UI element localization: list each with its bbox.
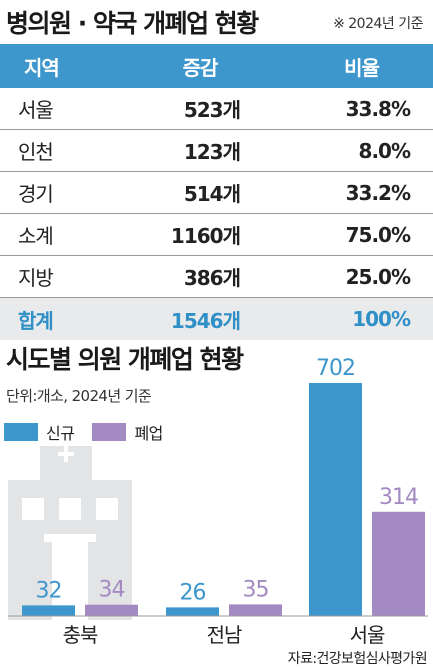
bar-closed-0 — [85, 604, 138, 616]
category-label-2: 서울 — [350, 623, 385, 647]
total-change: 1546개 — [170, 308, 241, 333]
summary-table: 지역 증감 비율 서울 523개 33.8% 인천 123개 8.0% 경기 5… — [0, 44, 433, 340]
col-change: 증감 — [182, 55, 219, 80]
col-region: 지역 — [24, 55, 60, 80]
row-ratio: 8.0% — [358, 138, 411, 163]
total-ratio: 100% — [352, 307, 411, 331]
bar-closed-2 — [372, 511, 425, 616]
row-ratio: 75.0% — [345, 222, 411, 247]
table-row: 지방 386개 25.0% — [0, 256, 433, 298]
category-label-0: 충북 — [63, 623, 98, 647]
bar-new-0 — [22, 605, 75, 616]
bar-closed-1 — [229, 604, 282, 616]
row-change: 523개 — [183, 98, 241, 122]
chart-title: 시도별 의원 개폐업 현황 — [6, 345, 244, 374]
data-label-new-0: 32 — [36, 578, 62, 603]
chart-subtitle: 단위:개소, 2024년 기준 — [6, 387, 152, 405]
source-note: 자료:건강보험심사평가원 — [287, 651, 428, 667]
legend-swatch-new — [4, 423, 38, 441]
row-region: 소계 — [18, 224, 54, 248]
row-ratio: 25.0% — [345, 264, 411, 289]
table-row: 경기 514개 33.2% — [0, 172, 433, 214]
table-row: 인천 123개 8.0% — [0, 130, 433, 172]
legend-item-new: 신규 — [4, 420, 75, 444]
total-region: 합계 — [18, 308, 54, 333]
table-row: 소계 1160개 75.0% — [0, 214, 433, 256]
bar-new-1 — [166, 607, 219, 616]
legend-label-closed: 폐업 — [134, 424, 163, 443]
row-region: 서울 — [18, 98, 54, 122]
row-change: 386개 — [183, 266, 241, 290]
row-ratio: 33.2% — [345, 180, 411, 205]
row-region: 인천 — [18, 140, 54, 164]
col-ratio: 비율 — [344, 55, 380, 80]
table-row: 서울 523개 33.8% — [0, 88, 433, 130]
data-label-new-2: 702 — [316, 356, 355, 381]
legend-swatch-closed — [92, 423, 127, 441]
data-label-closed-1: 35 — [243, 577, 269, 602]
row-ratio: 33.8% — [345, 96, 411, 121]
table-total-row: 합계 1546개 100% — [0, 298, 433, 340]
data-label-closed-0: 34 — [99, 578, 125, 603]
row-region: 경기 — [18, 182, 54, 206]
page-title: 병의원 · 약국 개폐업 현황 — [6, 9, 259, 38]
bar-chart: 32 34 26 35 702 314 충북 전남 서울 — [8, 356, 428, 647]
header: 병의원 · 약국 개폐업 현황 ※ 2024년 기준 — [6, 4, 431, 40]
row-region: 지방 — [18, 266, 54, 290]
data-label-new-1: 26 — [180, 580, 206, 605]
row-change: 514개 — [183, 182, 241, 206]
legend-label-new: 신규 — [46, 424, 75, 443]
row-change: 1160개 — [170, 224, 241, 248]
title-note: ※ 2024년 기준 — [333, 16, 423, 32]
bar-new-2 — [309, 383, 362, 616]
row-change: 123개 — [183, 140, 241, 164]
legend-item-closed: 폐업 — [92, 420, 163, 444]
table-header: 지역 증감 비율 — [0, 44, 433, 88]
chart-legend: 신규 폐업 — [4, 420, 181, 444]
data-label-closed-2: 314 — [379, 485, 418, 510]
category-label-1: 전남 — [207, 623, 242, 647]
